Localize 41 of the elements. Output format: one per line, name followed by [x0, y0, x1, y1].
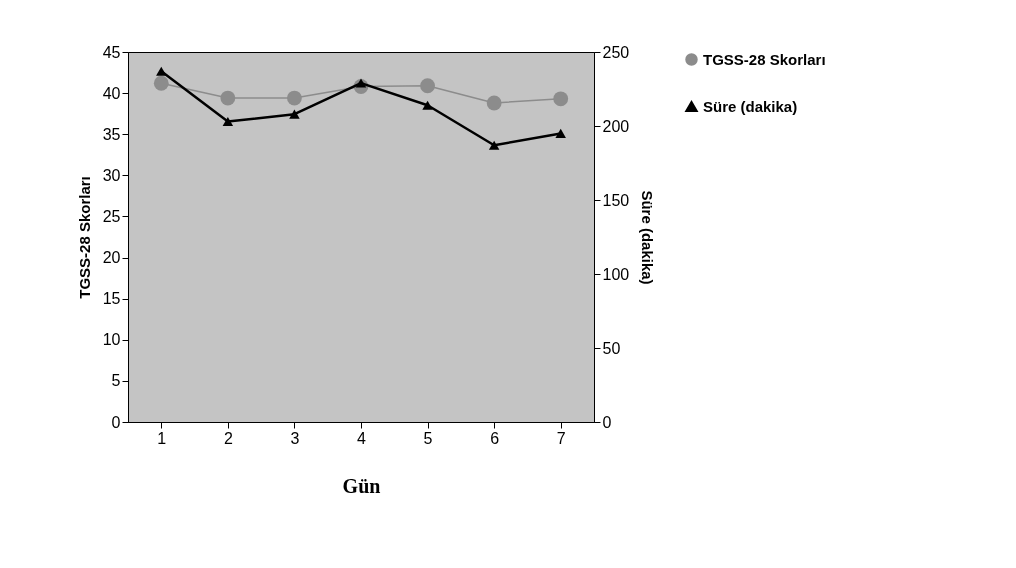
point	[289, 109, 300, 119]
y-axis-title: TGSS-28 Skorları	[75, 176, 93, 299]
y-tick-label: 0	[111, 413, 121, 431]
y2-tick-label: 250	[602, 43, 630, 61]
y2-tick-label: 100	[602, 265, 630, 283]
x-axis-title: Gün	[342, 474, 381, 497]
point	[222, 117, 234, 127]
x-tick-label: 4	[357, 429, 367, 447]
x-tick-label: 5	[423, 429, 433, 447]
x-tick-label: 1	[157, 429, 167, 447]
y2-tick-label: 50	[602, 339, 621, 357]
y-tick-label: 20	[102, 249, 121, 267]
x-tick-label: 6	[490, 429, 500, 447]
y-tick-label: 35	[102, 125, 121, 143]
legend-label: TGSS-28 Skorları	[703, 50, 826, 68]
point	[156, 66, 167, 76]
point	[553, 91, 569, 107]
y-tick-label: 15	[102, 290, 121, 308]
y2-tick-label: 0	[602, 413, 612, 431]
point	[420, 78, 435, 94]
y-tick-label: 10	[102, 331, 121, 349]
y-tick-label: 25	[102, 207, 121, 225]
y-tick-label: 40	[102, 84, 121, 102]
y2-tick-label: 200	[602, 117, 630, 135]
y-tick-label: 5	[111, 372, 121, 390]
y-tick-label: 45	[102, 43, 121, 61]
y2-axis-title: Süre (dakika)	[639, 190, 657, 285]
point	[486, 95, 502, 111]
point	[220, 90, 236, 106]
point	[287, 90, 302, 106]
point	[488, 140, 500, 150]
point	[355, 78, 367, 88]
x-tick-label: 2	[223, 429, 233, 447]
x-tick-label: 7	[556, 429, 566, 447]
legend-label: Süre (dakika)	[703, 97, 798, 115]
point	[422, 100, 433, 110]
point	[153, 75, 169, 91]
y2-tick-label: 150	[602, 191, 630, 209]
x-tick-label: 3	[290, 429, 300, 447]
point	[555, 128, 566, 138]
y-tick-label: 30	[102, 166, 121, 184]
